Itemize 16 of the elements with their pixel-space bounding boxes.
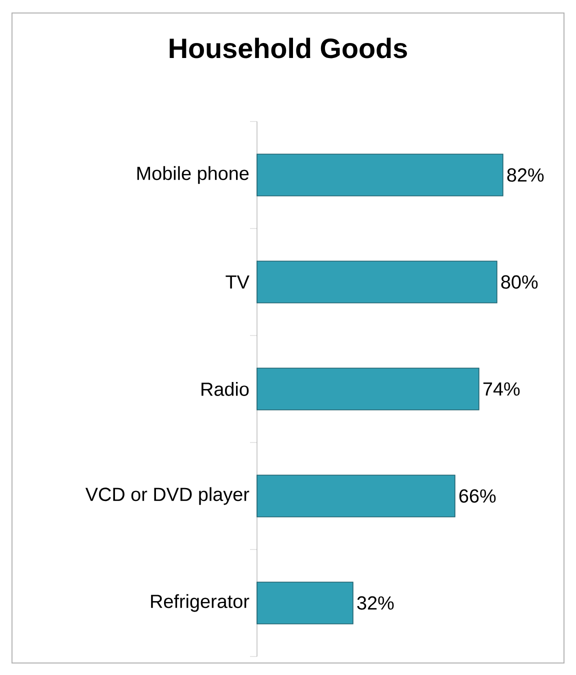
bar (256, 154, 504, 196)
y-tick-label: Refrigerator (151, 594, 250, 612)
bar (256, 260, 498, 304)
y-tick-label: TV (226, 275, 250, 289)
data-label: 82% (507, 168, 544, 182)
y-tick-label: Mobile phone (137, 166, 249, 184)
bar (256, 368, 480, 410)
y-tick-label: VCD or DVD player (85, 487, 250, 505)
data-label: 80% (501, 275, 538, 289)
bar (256, 582, 354, 624)
data-label: 32% (357, 596, 394, 610)
chart-title: Household Goods (170, 38, 407, 58)
data-label: 74% (483, 382, 520, 396)
bar (256, 474, 456, 518)
y-tick-label: Radio (202, 382, 249, 396)
data-label: 66% (459, 489, 496, 503)
